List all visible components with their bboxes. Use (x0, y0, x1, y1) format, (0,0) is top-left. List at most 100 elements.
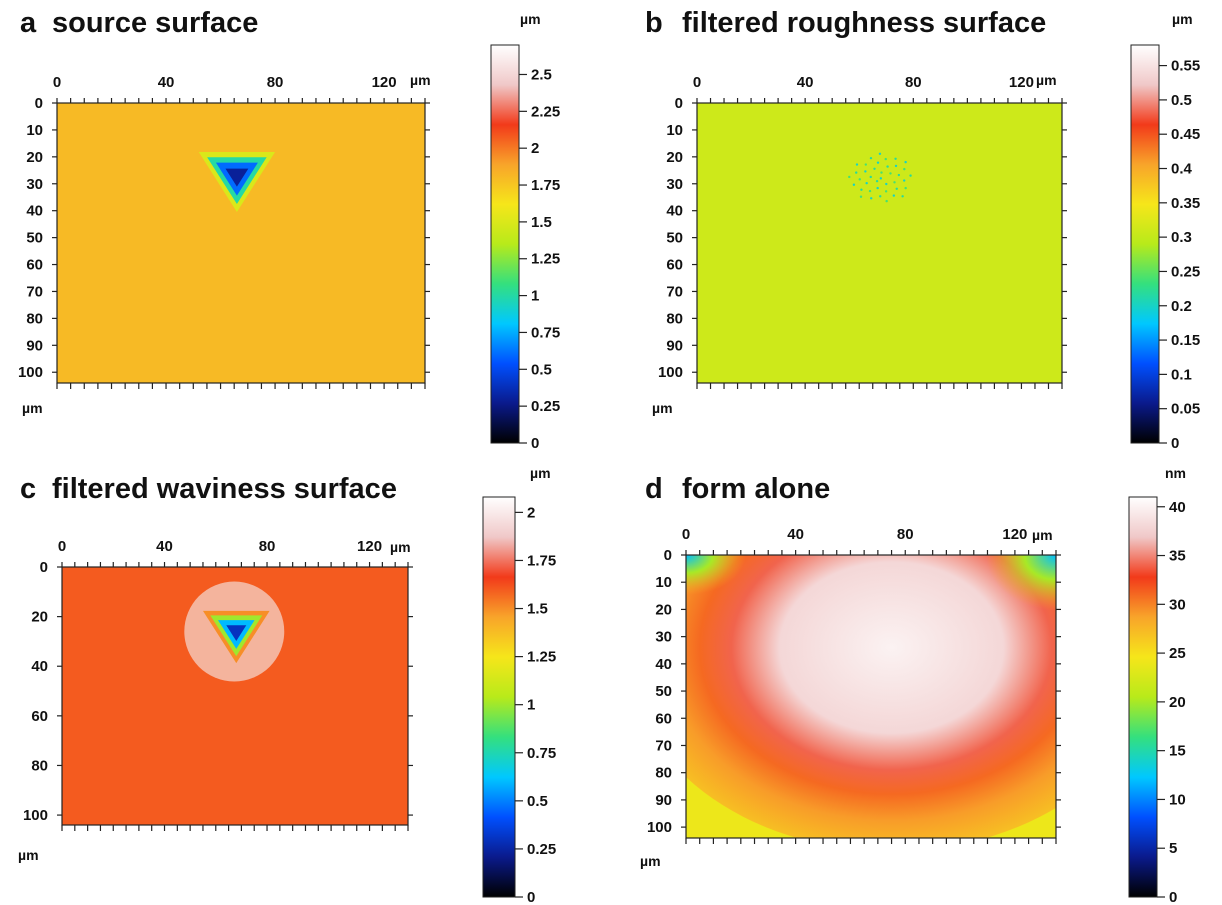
heatmap-background (57, 103, 425, 383)
colorbar-tick-label: 0.25 (527, 841, 556, 858)
panel-d-colorbar-unit: nm (1165, 465, 1186, 481)
y-tick-label: 90 (655, 792, 672, 809)
panel-a-title: source surface (52, 7, 258, 39)
colorbar-tick-label: 1.25 (527, 649, 556, 666)
colorbar-tick-label: 2.25 (531, 103, 560, 120)
y-tick-label: 40 (655, 656, 672, 673)
panel-a-letter: a (20, 7, 37, 39)
x-tick-label: 0 (58, 538, 66, 555)
panel-d-x-unit: µm (1032, 527, 1053, 543)
panel-b-letter: b (645, 7, 663, 39)
form-corner-low (986, 555, 1056, 610)
panel-d-heatmap: 0 40 80 120 0 10 20 30 40 50 60 70 80 90 100 (647, 526, 1061, 844)
x-tick-label: 80 (259, 538, 276, 555)
colorbar-tick-label: 2.5 (531, 66, 552, 83)
colorbar-tick-label: 0 (527, 889, 535, 905)
panel-a-x-unit: µm (410, 72, 431, 88)
x-tick-label: 40 (156, 538, 173, 555)
colorbar-tick-label: 0.3 (1171, 229, 1192, 246)
panel-c-colorbar-unit: µm (530, 465, 551, 481)
y-tick-label: 60 (666, 257, 683, 274)
y-tick-label: 100 (647, 819, 672, 836)
panel-c-x-unit: µm (390, 539, 411, 555)
panel-a: a source surface 0 40 80 120010203040506070… (18, 7, 560, 452)
colorbar-tick-label: 0.5 (1171, 92, 1192, 109)
indent-mark (226, 625, 247, 641)
colorbar-tick-label: 40 (1169, 499, 1186, 516)
roughness-speck (878, 152, 882, 155)
roughness-speck (876, 186, 879, 190)
y-tick-label: 80 (655, 765, 672, 782)
y-tick-label: 80 (666, 310, 683, 327)
panel-b: b filtered roughness surface 0 40 80 120 0 10… (645, 7, 1200, 452)
roughness-speck (873, 167, 876, 170)
roughness-speck (895, 187, 898, 190)
y-tick-label: 0 (35, 95, 43, 112)
roughness-speck (852, 183, 856, 186)
colorbar-tick-label: 0.05 (1171, 401, 1200, 418)
y-tick-label: 90 (26, 337, 43, 354)
x-tick-label: 0 (682, 526, 690, 543)
y-tick-label: 0 (675, 95, 683, 112)
colorbar-tick-label: 0.15 (1171, 332, 1200, 349)
x-tick-label: 0 (53, 74, 61, 91)
y-tick-label: 100 (658, 364, 683, 381)
y-tick-label: 20 (26, 149, 43, 166)
colorbar-tick-label: 0.5 (527, 793, 548, 810)
panel-d-colorbar: 40 35 30 25 20 15 10 5 0 (1128, 496, 1186, 905)
y-tick-label: 30 (666, 176, 683, 193)
colorbar-tick-label: 0.75 (531, 324, 560, 341)
y-tick-label: 30 (655, 629, 672, 646)
colorbar-tick-label: 0.1 (1171, 366, 1192, 383)
roughness-speck (865, 181, 868, 185)
roughness-speck (885, 182, 888, 186)
colorbar-tick-label: 5 (1169, 840, 1177, 857)
colorbar-tick-label: 0 (1169, 889, 1177, 905)
y-tick-label: 0 (40, 559, 48, 576)
roughness-speck (868, 189, 872, 193)
roughness-speck (870, 197, 873, 200)
colorbar-tick-label: 0.75 (527, 745, 556, 762)
roughness-speck (892, 194, 896, 197)
roughness-speck (884, 190, 888, 193)
x-tick-label: 40 (158, 74, 175, 91)
roughness-speck (855, 171, 858, 174)
colorbar-tick-label: 0.45 (1171, 126, 1200, 143)
y-tick-label: 100 (23, 807, 48, 824)
y-tick-label: 20 (31, 609, 48, 626)
y-tick-label: 40 (666, 203, 683, 220)
y-tick-label: 70 (655, 737, 672, 754)
colorbar-ramp (1128, 496, 1158, 898)
form-corner-low (686, 555, 746, 595)
y-tick-label: 50 (655, 683, 672, 700)
y-tick-label: 60 (26, 257, 43, 274)
y-tick-label: 70 (26, 283, 43, 300)
x-tick-label: 80 (905, 74, 922, 91)
roughness-speck (909, 174, 912, 177)
colorbar-tick-label: 0.4 (1171, 161, 1193, 178)
plot-frame (696, 102, 1063, 384)
y-tick-label: 60 (655, 710, 672, 727)
colorbar-tick-label: 30 (1169, 596, 1186, 613)
roughness-speck (864, 170, 867, 173)
roughness-speck (880, 171, 883, 174)
panel-b-title: filtered roughness surface (682, 7, 1046, 39)
x-tick-label: 120 (1002, 526, 1027, 543)
panel-a-y-unit: µm (22, 400, 43, 416)
roughness-speck (869, 156, 873, 160)
y-tick-label: 60 (31, 708, 48, 725)
roughness-speck (864, 163, 868, 166)
roughness-speck (903, 179, 906, 182)
panel-c-heatmap: 0 40 80 120 0 20 40 60 80 100 (23, 538, 413, 831)
roughness-speck (858, 178, 861, 181)
colorbar-tick-label: 0 (531, 435, 539, 452)
colorbar-tick-label: 0 (1171, 435, 1179, 452)
y-tick-label: 70 (666, 283, 683, 300)
y-tick-label: 40 (26, 203, 43, 220)
panel-c-colorbar: 2 1.75 1.5 1.25 1 0.75 0.5 0.25 0 (482, 496, 556, 905)
y-tick-label: 40 (31, 658, 48, 675)
y-tick-label: 100 (18, 364, 43, 381)
colorbar-ramp (482, 496, 516, 898)
y-tick-label: 10 (655, 574, 672, 591)
colorbar-tick-label: 25 (1169, 645, 1186, 662)
